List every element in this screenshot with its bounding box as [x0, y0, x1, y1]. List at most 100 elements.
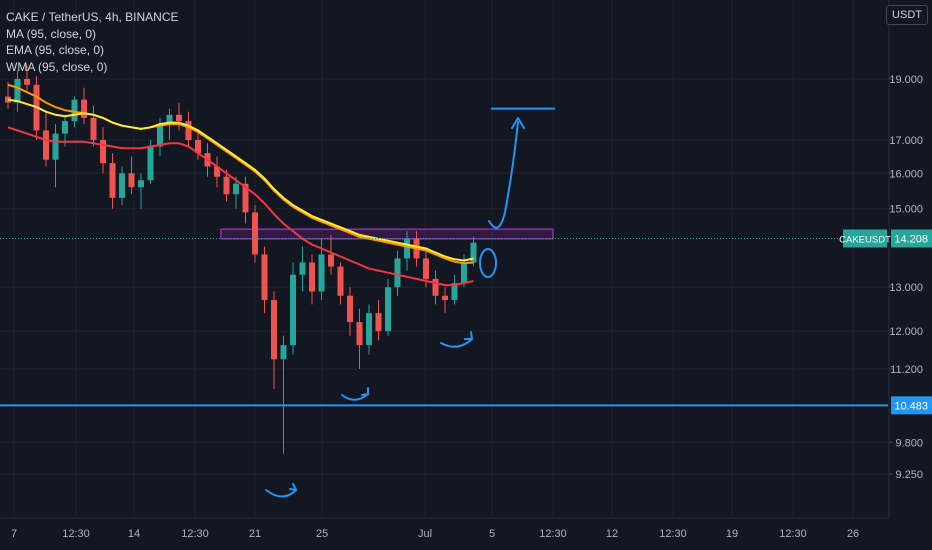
- head-arrow: [341, 393, 369, 401]
- candle: [394, 250, 401, 296]
- currency-button[interactable]: USDT: [886, 5, 928, 25]
- candle-body: [394, 258, 401, 288]
- price-tick-label: 12.000: [889, 326, 923, 338]
- candle-body: [71, 99, 78, 122]
- candle-body: [100, 140, 106, 164]
- candle-body: [157, 124, 163, 147]
- candle-body: [404, 238, 410, 259]
- candle-body: [461, 262, 467, 284]
- time-tick-label: Jul: [418, 528, 432, 540]
- wma-line: [7, 98, 474, 262]
- candle-body: [109, 163, 116, 198]
- candle: [24, 64, 30, 91]
- symbol-title[interactable]: CAKE / TetherUS, 4h, BINANCE: [6, 10, 179, 24]
- candle: [337, 262, 344, 305]
- candle-body: [299, 262, 306, 275]
- candle-body: [347, 295, 353, 323]
- price-tick-label: 9.800: [895, 437, 923, 449]
- candle-body: [24, 79, 30, 85]
- candle-body: [195, 140, 201, 154]
- indicator-wma-label[interactable]: WMA (95, close, 0): [6, 59, 108, 74]
- candle-body: [43, 130, 49, 160]
- time-tick-label: 19: [726, 528, 738, 540]
- candle: [442, 287, 448, 314]
- breakout-path-head: [511, 117, 525, 129]
- indicator-ma-label[interactable]: MA (95, close, 0): [6, 26, 97, 41]
- candle-body: [451, 283, 458, 301]
- price-tick-label: 19.000: [889, 74, 923, 86]
- candle: [385, 278, 391, 336]
- price-tick-label: 17.000: [889, 135, 923, 147]
- time-tick-label: 12:30: [539, 528, 567, 540]
- candle: [119, 166, 125, 206]
- candle: [100, 127, 106, 174]
- chart-legend: CAKE / TetherUS, 4h, BINANCE MA (95, clo…: [6, 9, 179, 75]
- candle-body: [176, 114, 182, 122]
- candle: [356, 308, 363, 370]
- candle: [128, 156, 135, 195]
- time-tick-label: 26: [847, 528, 859, 540]
- candle: [223, 169, 230, 202]
- indicator-ema-label[interactable]: EMA (95, close, 0): [6, 43, 105, 57]
- candle-body: [166, 114, 173, 125]
- candle: [290, 262, 296, 355]
- candle-body: [128, 173, 135, 188]
- candle-body: [356, 322, 363, 346]
- candle: [233, 176, 239, 209]
- price-tick-label: 16.000: [889, 168, 923, 180]
- time-tick-label: 5: [489, 528, 495, 540]
- symbol-price-badge: [843, 229, 887, 248]
- candle-body: [423, 258, 429, 279]
- candle: [404, 231, 410, 271]
- candle-body: [62, 121, 68, 134]
- candle: [195, 130, 201, 160]
- candle: [375, 300, 382, 341]
- time-tick-label: 21: [249, 528, 261, 540]
- candle-body: [442, 295, 448, 301]
- candle-body: [309, 262, 315, 292]
- candle-body: [290, 274, 296, 346]
- right-shoulder-arrow-head: [464, 331, 473, 340]
- candle: [185, 111, 192, 147]
- candle: [470, 236, 477, 267]
- price-tick-label: 9.250: [895, 469, 923, 481]
- candle-body: [90, 117, 97, 141]
- support-level-badge: [891, 396, 932, 415]
- candle: [432, 270, 439, 305]
- ma-line: [7, 126, 474, 287]
- candle-body: [328, 254, 334, 267]
- support-level-value: 10.483: [894, 400, 928, 412]
- candle-body: [385, 287, 391, 332]
- candle: [52, 124, 59, 188]
- candle-body: [337, 266, 344, 296]
- head-arrow-head: [361, 387, 369, 396]
- time-tick-label: 7: [11, 528, 17, 540]
- candle: [366, 304, 372, 355]
- time-tick-label: 12:30: [659, 528, 687, 540]
- candle: [109, 153, 116, 209]
- time-tick-label: 12: [606, 528, 618, 540]
- price-tick-label: 13.000: [889, 282, 923, 294]
- last-price-badge: [891, 229, 932, 248]
- candle-body: [81, 99, 87, 118]
- candle-body: [318, 254, 325, 292]
- candle-body: [214, 166, 220, 177]
- candle: [261, 246, 268, 314]
- candle: [328, 234, 334, 275]
- symbol-price-label: CAKEUSDT: [839, 234, 891, 245]
- candle-body: [185, 121, 192, 141]
- candle: [309, 254, 315, 305]
- candle: [90, 105, 97, 147]
- right-shoulder-arrow: [440, 338, 473, 348]
- breakout-path: [488, 121, 519, 229]
- last-price-value: 14.208: [894, 233, 928, 245]
- candle: [271, 291, 277, 389]
- candle-body: [470, 242, 477, 263]
- candle-body: [366, 313, 372, 346]
- candle-body: [271, 300, 277, 360]
- candle: [214, 156, 220, 188]
- candle-body: [119, 173, 125, 198]
- candle-body: [223, 176, 230, 195]
- price-tick-label: 15.000: [889, 204, 923, 216]
